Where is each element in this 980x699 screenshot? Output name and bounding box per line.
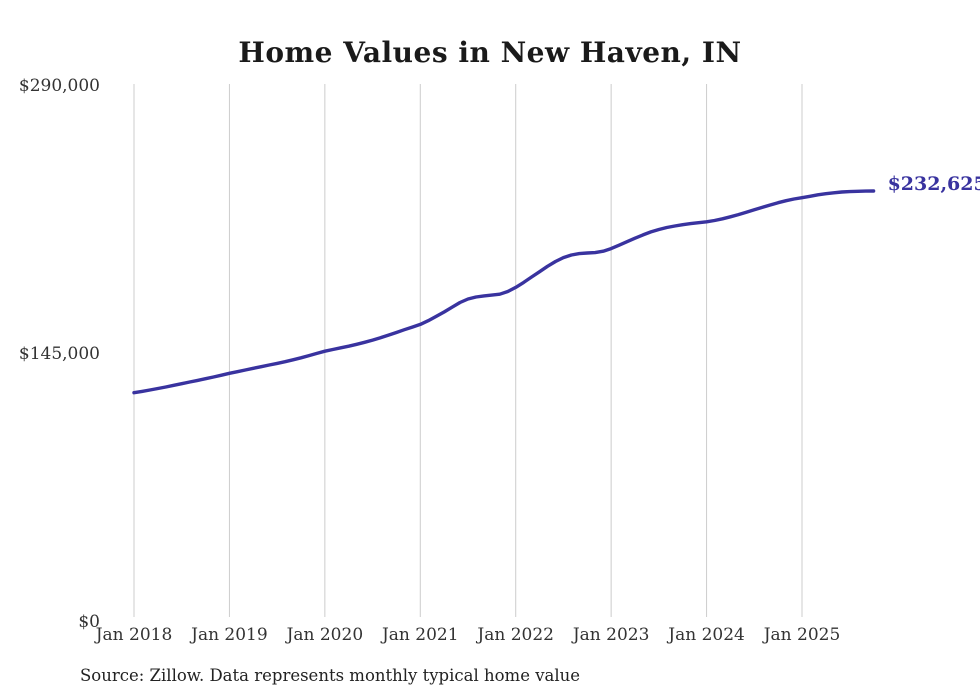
y-axis-tick-label: $0 [78, 612, 100, 632]
x-axis-tick-label: Jan 2023 [571, 625, 650, 645]
x-axis-tick-label: Jan 2024 [666, 625, 745, 645]
y-axis-tick-label: $290,000 [19, 76, 100, 96]
x-axis-tick-label: Jan 2020 [285, 625, 364, 645]
x-axis-tick-label: Jan 2021 [380, 625, 459, 645]
source-note: Source: Zillow. Data represents monthly … [80, 666, 581, 685]
x-axis-tick-label: Jan 2018 [94, 625, 173, 645]
x-axis-tick-label: Jan 2025 [762, 625, 841, 645]
x-axis-tick-label: Jan 2022 [475, 625, 554, 645]
current-value-label: $232,625 [888, 173, 980, 195]
y-axis-tick-label: $145,000 [19, 344, 100, 364]
home-value-line [132, 189, 876, 395]
chart-title: Home Values in New Haven, IN [238, 36, 742, 69]
x-axis-tick-label: Jan 2019 [189, 625, 268, 645]
